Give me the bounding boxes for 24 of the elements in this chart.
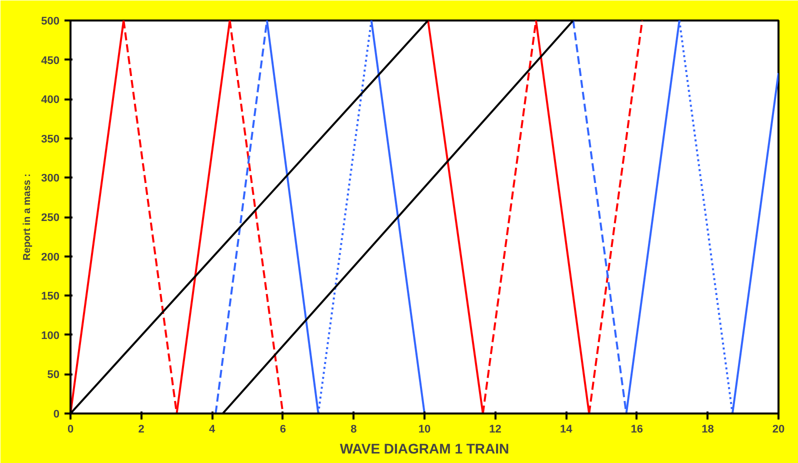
x-tick-label: 8 bbox=[350, 424, 357, 436]
y-axis-title: Report in a mass : bbox=[22, 174, 34, 260]
y-tick-label: 50 bbox=[47, 369, 60, 382]
x-tick-label: 14 bbox=[560, 424, 574, 436]
y-tick-label: 250 bbox=[41, 212, 60, 224]
y-tick-label: 500 bbox=[41, 16, 60, 28]
y-tick-label: 400 bbox=[41, 94, 60, 106]
x-tick-label: 16 bbox=[630, 424, 644, 436]
x-tick-label: 10 bbox=[418, 424, 431, 436]
x-tick-label: 2 bbox=[138, 424, 144, 436]
x-axis-title: WAVE DIAGRAM 1 TRAIN bbox=[340, 440, 510, 456]
y-tick-label: 450 bbox=[41, 54, 60, 67]
x-tick-label: 4 bbox=[209, 424, 216, 436]
y-tick-label: 150 bbox=[41, 290, 60, 303]
x-tick-label: 18 bbox=[702, 424, 714, 436]
y-tick-label: 100 bbox=[41, 330, 60, 342]
y-tick-label: 200 bbox=[41, 251, 60, 264]
x-tick-label: 12 bbox=[489, 424, 502, 436]
y-tick-label: 0 bbox=[53, 408, 60, 420]
x-tick-label: 0 bbox=[67, 424, 74, 436]
x-tick-label: 20 bbox=[772, 424, 785, 436]
x-tick-label: 6 bbox=[280, 424, 286, 436]
y-tick-label: 300 bbox=[41, 172, 60, 185]
y-tick-label: 350 bbox=[41, 133, 60, 146]
